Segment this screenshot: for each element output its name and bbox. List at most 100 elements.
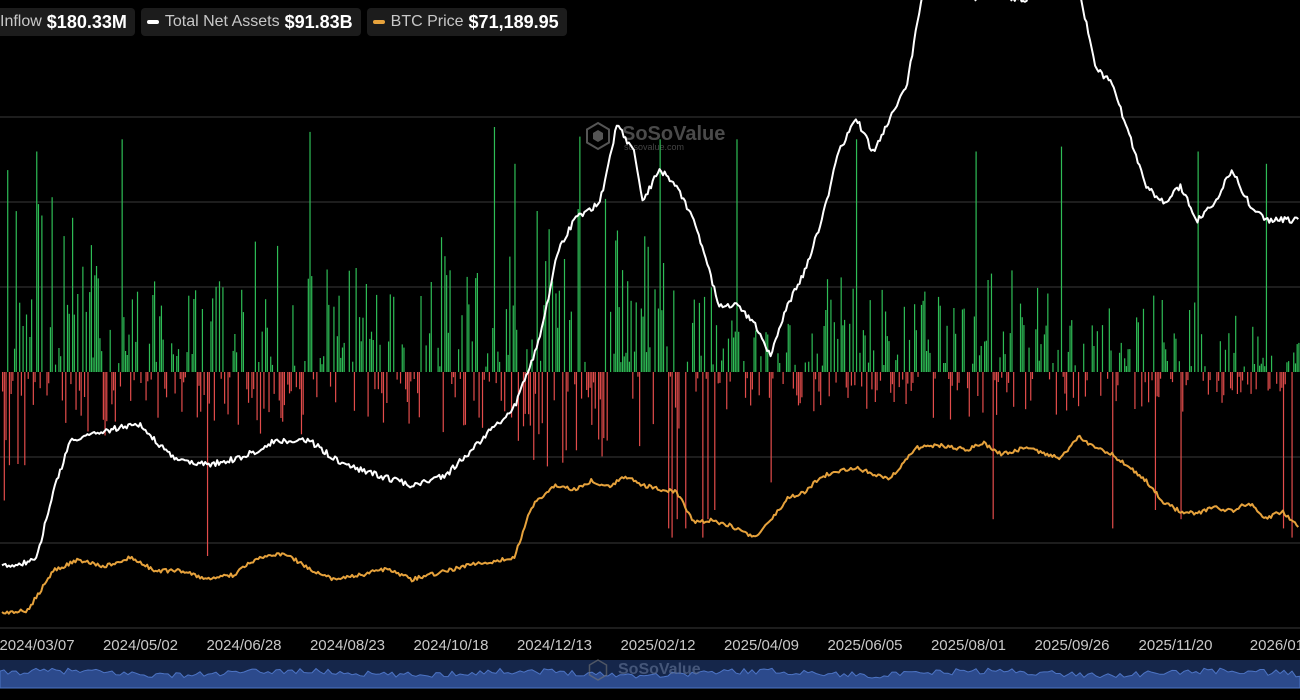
inflow-bar bbox=[131, 299, 133, 372]
inflow-bar bbox=[915, 330, 917, 372]
outflow-bar bbox=[80, 372, 82, 416]
inflow-bar bbox=[159, 316, 161, 372]
inflow-bar bbox=[604, 198, 607, 372]
inflow-bar bbox=[362, 317, 364, 372]
inflow-bar bbox=[425, 345, 427, 372]
outflow-bar bbox=[854, 372, 856, 386]
inflow-bar bbox=[194, 290, 197, 372]
inflow-bar bbox=[630, 300, 632, 372]
inflow-bar bbox=[1091, 325, 1093, 372]
legend-inflow-label: Inflow bbox=[0, 13, 42, 30]
outflow-bar bbox=[312, 372, 315, 380]
inflow-bar bbox=[109, 329, 111, 372]
inflow-bar bbox=[621, 270, 624, 372]
legend: Inflow $180.33M Total Net Assets $91.83B… bbox=[0, 8, 567, 36]
inflow-bar bbox=[558, 290, 560, 372]
outflow-bar bbox=[442, 372, 444, 433]
outflow-bar bbox=[828, 372, 830, 397]
inflow-bar bbox=[984, 341, 986, 372]
inflow-bar bbox=[152, 295, 154, 372]
inflow-bar bbox=[734, 331, 736, 372]
outflow-bar bbox=[406, 372, 408, 402]
outflow-bar bbox=[495, 372, 497, 384]
outflow-bar bbox=[813, 372, 815, 412]
outflow-bar bbox=[459, 372, 461, 379]
inflow-bar bbox=[654, 289, 656, 372]
inflow-bar bbox=[1028, 347, 1030, 372]
inflow-bar bbox=[555, 293, 557, 372]
outflow-bar bbox=[1134, 372, 1136, 409]
inflow-bar bbox=[837, 338, 839, 372]
inflow-bar bbox=[118, 363, 120, 372]
inflow-bar bbox=[738, 331, 740, 372]
outflow-bar bbox=[541, 372, 543, 424]
inflow-bar bbox=[341, 347, 344, 372]
outflow-bar bbox=[78, 372, 81, 391]
inflow-bar bbox=[294, 365, 296, 372]
inflow-bar bbox=[1288, 361, 1290, 372]
inflow-bar bbox=[896, 354, 899, 372]
outflow-bar bbox=[196, 372, 198, 418]
inflow-bar bbox=[92, 357, 94, 372]
inflow-bar bbox=[645, 352, 648, 372]
outflow-bar bbox=[1187, 372, 1189, 381]
legend-inflow[interactable]: Inflow $180.33M bbox=[0, 8, 135, 36]
inflow-bar bbox=[1296, 344, 1298, 372]
legend-btc-price[interactable]: BTC Price $71,189.95 bbox=[366, 8, 567, 36]
inflow-bar bbox=[1120, 342, 1122, 372]
legend-total-net-assets[interactable]: Total Net Assets $91.83B bbox=[140, 8, 361, 36]
outflow-bar bbox=[994, 372, 996, 381]
inflow-bar bbox=[440, 237, 443, 372]
outflow-bar bbox=[818, 372, 820, 392]
inflow-bar bbox=[343, 342, 345, 372]
inflow-bar bbox=[212, 298, 214, 372]
inflow-bar bbox=[710, 287, 712, 372]
inflow-bar bbox=[1136, 317, 1138, 372]
outflow-bar bbox=[668, 372, 670, 529]
outflow-bar bbox=[504, 372, 506, 412]
inflow-bar bbox=[673, 290, 675, 372]
outflow-bar bbox=[966, 372, 969, 389]
outflow-bar bbox=[1185, 372, 1187, 386]
inflow-bar bbox=[218, 281, 221, 372]
outflow-bar bbox=[1182, 372, 1184, 412]
navigator[interactable]: SoSoValue bbox=[0, 659, 1300, 689]
outflow-bar bbox=[8, 372, 11, 466]
outflow-bar bbox=[454, 372, 456, 398]
inflow-bar bbox=[895, 360, 897, 372]
inflow-bar bbox=[1019, 303, 1022, 372]
outflow-bar bbox=[1221, 372, 1223, 403]
legend-btc-value: $71,189.95 bbox=[468, 11, 559, 32]
inflow-bar bbox=[953, 308, 955, 372]
inflow-bar bbox=[633, 351, 636, 372]
inflow-bar bbox=[276, 245, 279, 372]
inflow-bar bbox=[292, 305, 294, 372]
x-tick-label: 2025/02/12 bbox=[620, 637, 695, 654]
inflow-bar bbox=[929, 352, 931, 372]
inflow-bar bbox=[487, 353, 489, 372]
inflow-bar bbox=[1262, 357, 1264, 372]
inflow-bar bbox=[731, 320, 733, 372]
inflow-bar bbox=[1166, 361, 1168, 372]
outflow-bar bbox=[676, 372, 678, 520]
outflow-bar bbox=[1154, 372, 1157, 510]
inflow-bar bbox=[241, 289, 243, 372]
outflow-bar bbox=[574, 372, 576, 385]
legend-assets-label: Total Net Assets bbox=[164, 13, 280, 30]
inflow-bar bbox=[270, 356, 272, 372]
inflow-bar bbox=[647, 246, 649, 372]
inflow-bar bbox=[1204, 366, 1206, 372]
outflow-bar bbox=[565, 372, 567, 451]
inflow-bar bbox=[1265, 163, 1268, 373]
outflow-bar bbox=[418, 372, 420, 418]
inflow-bar bbox=[82, 266, 84, 372]
outflow-bar bbox=[237, 372, 239, 425]
inflow-bar bbox=[767, 334, 769, 372]
outflow-bar bbox=[87, 372, 89, 432]
inflow-bar bbox=[1040, 344, 1042, 372]
inflow-bar bbox=[531, 339, 533, 372]
inflow-bar bbox=[348, 270, 350, 372]
inflow-bar bbox=[31, 299, 33, 372]
inflow-bar bbox=[927, 339, 929, 372]
